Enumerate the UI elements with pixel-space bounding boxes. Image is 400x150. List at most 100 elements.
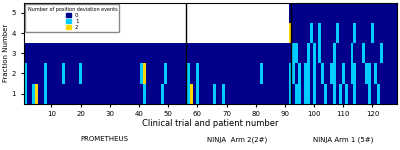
Bar (100, 63, 102, 84)
Bar (161, 63, 164, 84)
Bar (146, 63, 149, 84)
Bar (231, 43, 234, 63)
Bar (316, 84, 318, 104)
Bar (222, 43, 225, 63)
Bar (327, 63, 330, 84)
Bar (132, 43, 134, 63)
Bar (97, 84, 100, 104)
Bar (123, 84, 126, 104)
Bar (336, 43, 339, 63)
Bar (100, 43, 102, 63)
Bar (158, 43, 161, 63)
Bar (56, 84, 59, 104)
Bar (120, 43, 123, 63)
Bar (307, 63, 310, 84)
Bar (246, 63, 248, 84)
Bar (342, 3, 345, 23)
Bar (388, 43, 391, 63)
Bar (330, 3, 333, 23)
Bar (161, 43, 164, 63)
Bar (32, 43, 35, 63)
Bar (368, 23, 371, 43)
Bar (202, 43, 205, 63)
Bar (178, 84, 181, 104)
Bar (213, 43, 216, 63)
Bar (374, 63, 377, 84)
Bar (394, 3, 397, 23)
Bar (50, 63, 53, 84)
Bar (248, 63, 251, 84)
Bar (237, 84, 240, 104)
Bar (383, 63, 386, 84)
Bar (246, 43, 248, 63)
Bar (348, 84, 350, 104)
Bar (289, 84, 292, 104)
Bar (190, 84, 193, 104)
Bar (371, 84, 374, 104)
Bar (38, 84, 41, 104)
Bar (76, 63, 79, 84)
Bar (35, 84, 38, 104)
Bar (196, 63, 199, 84)
Bar (199, 63, 202, 84)
Bar (155, 43, 158, 63)
Bar (59, 84, 62, 104)
Bar (172, 43, 176, 63)
Bar (176, 43, 178, 63)
Bar (280, 43, 284, 63)
Bar (321, 43, 324, 63)
Bar (356, 43, 359, 63)
Bar (187, 84, 190, 104)
Bar (44, 84, 47, 104)
Bar (342, 23, 345, 43)
Bar (53, 63, 56, 84)
Bar (240, 84, 242, 104)
Bar (312, 23, 316, 43)
Bar (126, 43, 129, 63)
Bar (383, 84, 386, 104)
Bar (286, 63, 289, 84)
Bar (106, 84, 108, 104)
Bar (374, 84, 377, 104)
Bar (70, 84, 73, 104)
Bar (178, 63, 181, 84)
Bar (278, 84, 280, 104)
Bar (41, 84, 44, 104)
Bar (94, 84, 97, 104)
Bar (350, 84, 354, 104)
Bar (143, 63, 146, 84)
Bar (152, 43, 155, 63)
Bar (307, 43, 310, 63)
Bar (339, 3, 342, 23)
Bar (205, 63, 208, 84)
Bar (333, 63, 336, 84)
Bar (208, 63, 210, 84)
Bar (240, 63, 242, 84)
Bar (106, 63, 108, 84)
Bar (32, 63, 35, 84)
Bar (292, 43, 295, 63)
Bar (339, 43, 342, 63)
Bar (330, 43, 333, 63)
Bar (225, 63, 228, 84)
Bar (184, 63, 187, 84)
Bar (377, 3, 380, 23)
Bar (339, 84, 342, 104)
Bar (301, 63, 304, 84)
Bar (377, 84, 380, 104)
Bar (143, 43, 146, 63)
Bar (286, 43, 289, 63)
Bar (391, 84, 394, 104)
Bar (68, 84, 70, 104)
Bar (362, 3, 365, 23)
Bar (38, 43, 41, 63)
Bar (30, 63, 32, 84)
Bar (327, 3, 330, 23)
Bar (79, 63, 82, 84)
Bar (336, 84, 339, 104)
Bar (149, 43, 152, 63)
Bar (333, 84, 336, 104)
Bar (44, 43, 47, 63)
Bar (350, 43, 354, 63)
Bar (68, 63, 70, 84)
